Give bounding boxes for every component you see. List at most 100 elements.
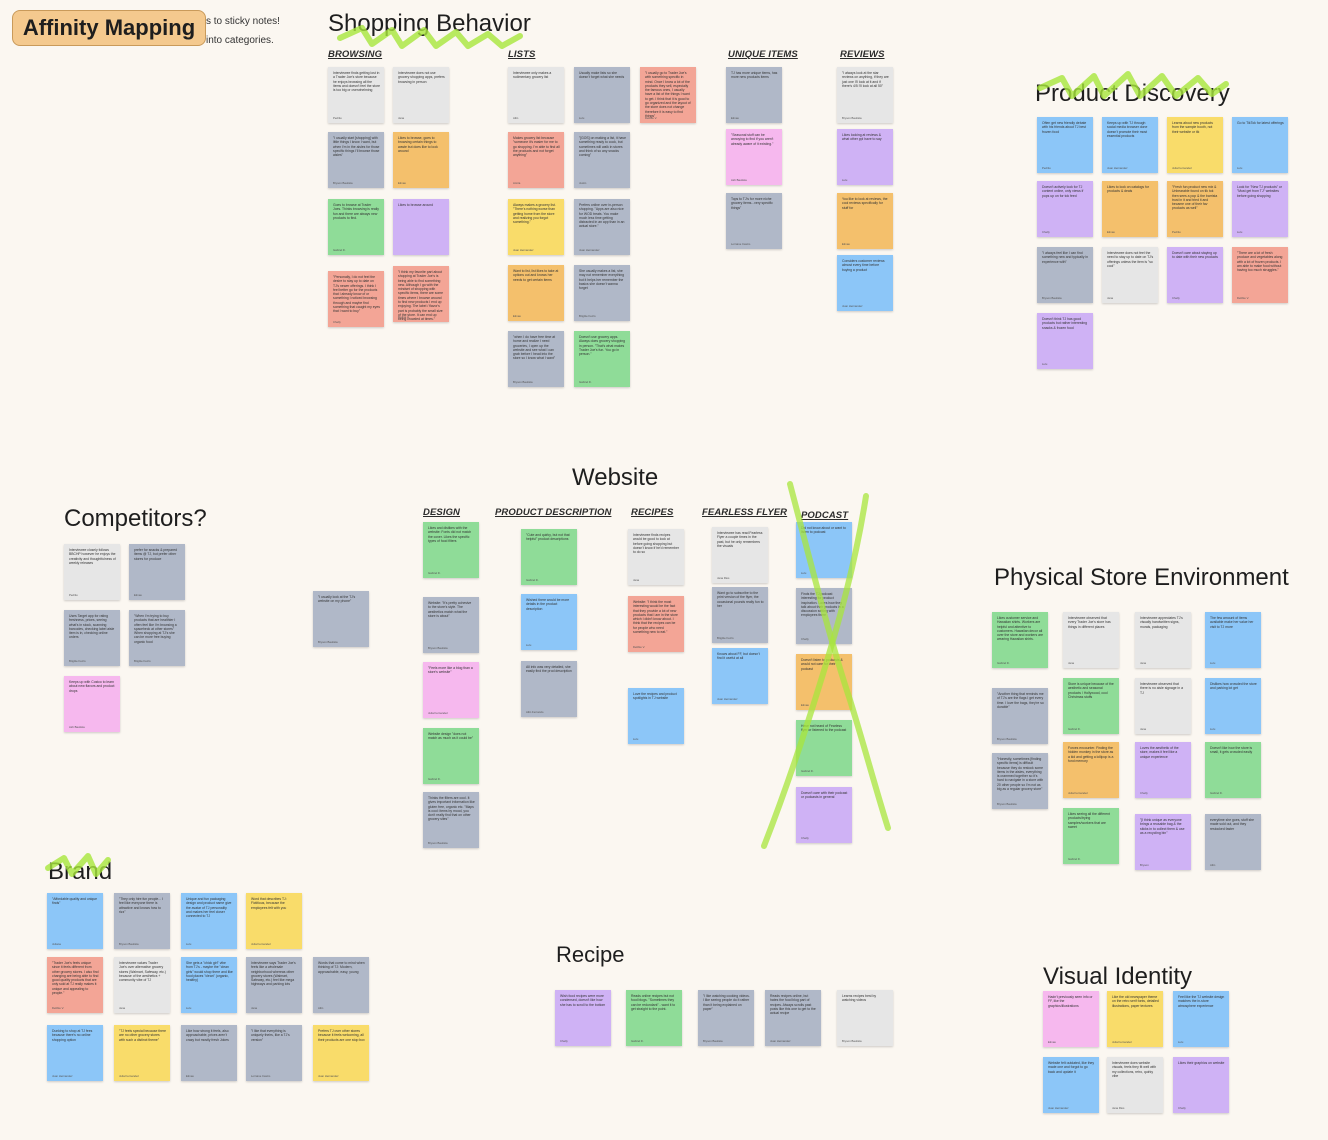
- section-title-brand[interactable]: Brand: [48, 858, 113, 885]
- sticky-note[interactable]: All info was very detailed, she easily f…: [521, 661, 577, 717]
- sticky-note[interactable]: Learns about new products from the sampl…: [1167, 117, 1223, 173]
- sticky-note[interactable]: "I usually start [shopping] with little …: [328, 132, 384, 188]
- sticky-note[interactable]: Website: "I think the most interesting w…: [628, 596, 684, 652]
- sticky-note[interactable]: TJ has more unique items, has more new p…: [726, 67, 782, 123]
- group-label-unique-items[interactable]: UNIQUE ITEMS: [728, 49, 798, 60]
- group-label-product-description[interactable]: PRODUCT DESCRIPTION: [495, 507, 612, 518]
- sticky-note[interactable]: She gets a "chick girl" vibe from TJ's -…: [181, 957, 237, 1013]
- sticky-note[interactable]: Website: "It's pretty cohesive to the st…: [423, 597, 479, 653]
- sticky-note[interactable]: Interviewee closely follows BBCHP howeve…: [64, 544, 120, 600]
- sticky-note[interactable]: Wished there would be more details in th…: [521, 594, 577, 650]
- sticky-note[interactable]: "They only hire fun people... I feel lik…: [114, 893, 170, 949]
- group-label-reviews[interactable]: REVIEWS: [840, 49, 885, 60]
- sticky-note[interactable]: "Fresh fun product new mix & Unbearable …: [1167, 181, 1223, 237]
- sticky-note[interactable]: Keeps up with Costco to learn about new …: [64, 676, 120, 732]
- sticky-note[interactable]: Words that come to mind when thinking of…: [313, 957, 369, 1013]
- sticky-note[interactable]: Have not heard of Fearless flyer or list…: [796, 720, 852, 776]
- sticky-note[interactable]: Uses Target app for rating freshness, pr…: [64, 610, 120, 666]
- sticky-note[interactable]: Want go to subscribe to the print versio…: [712, 587, 768, 643]
- sticky-note[interactable]: Always makes a grocery list. "There's no…: [508, 199, 564, 255]
- sticky-note[interactable]: Interviewee finds recipes would be good …: [628, 529, 684, 585]
- sticky-note[interactable]: Doesn't care with their podcast or podca…: [796, 787, 852, 843]
- sticky-note[interactable]: Makes grocery list because "someone it's…: [508, 132, 564, 188]
- sticky-note[interactable]: Finds the TJ podcast interesting for pro…: [796, 588, 852, 644]
- sticky-note[interactable]: Doesn't like how the store is small, it …: [1205, 742, 1261, 798]
- sticky-note[interactable]: Doesn't actively look for TJ content onl…: [1037, 181, 1093, 237]
- section-title-recipe[interactable]: Recipe: [556, 942, 625, 967]
- sticky-note[interactable]: Dunking to shop at TJ fees because there…: [47, 1025, 103, 1081]
- sticky-note[interactable]: Interviewee does not use grocery shoppin…: [393, 67, 449, 123]
- sticky-note[interactable]: "When I'm trying to buy products that ar…: [129, 610, 185, 666]
- group-label-lists[interactable]: LISTS: [508, 49, 536, 60]
- sticky-note[interactable]: Likes and distikes with the website: Fon…: [423, 522, 479, 578]
- sticky-note[interactable]: Interviewee observed that there is no ai…: [1135, 678, 1191, 734]
- sticky-note[interactable]: Loves the aesthetic of the store, makes …: [1135, 742, 1191, 798]
- sticky-note[interactable]: "Trader Joe's feels unique since it feel…: [47, 957, 103, 1013]
- sticky-note[interactable]: "There are a lot of fresh produce and ve…: [1232, 247, 1288, 303]
- sticky-note[interactable]: Reads online recipes but not food blogs.…: [626, 990, 682, 1046]
- sticky-note[interactable]: Dislikes how crowded the store and parki…: [1205, 678, 1261, 734]
- group-label-browsing[interactable]: BROWSING: [328, 49, 383, 60]
- sticky-note[interactable]: Store is unique because of the aesthetic…: [1063, 678, 1119, 734]
- sticky-note[interactable]: Goes to browse at Trader Joes. Thinks br…: [328, 199, 384, 255]
- sticky-note[interactable]: "TJ feels special because there are no o…: [114, 1025, 170, 1081]
- sticky-note[interactable]: Knows about FF, but doesn't find it usef…: [712, 648, 768, 704]
- sticky-note[interactable]: "I usually go to Trader Joe's with somet…: [640, 67, 696, 123]
- group-label-podcast[interactable]: PODCAST: [801, 510, 849, 521]
- sticky-note[interactable]: Like the old newspaper theme on the retr…: [1107, 991, 1163, 1047]
- sticky-note[interactable]: Like how strong it feels, also approacha…: [181, 1025, 237, 1081]
- sticky-note[interactable]: Interviewee does not feel the need to st…: [1102, 247, 1158, 303]
- sticky-note[interactable]: "Honestly, sometimes [finding specific i…: [992, 753, 1048, 809]
- sticky-note[interactable]: Doesn't think TJ has good products but r…: [1037, 313, 1093, 369]
- sticky-note[interactable]: Thinks the filters are cool. It gives im…: [423, 792, 479, 848]
- group-label-design[interactable]: DESIGN: [423, 507, 461, 518]
- sticky-note[interactable]: Doesn't listen to podcasts & would not c…: [796, 654, 852, 710]
- section-title-shopping-behavior[interactable]: Shopping Behavior: [328, 10, 531, 37]
- sticky-note[interactable]: Interviewee values Trader Joe's over alt…: [114, 957, 170, 1013]
- sticky-note[interactable]: Go to TikTok for latest offerings Lulu: [1232, 117, 1288, 173]
- section-title-website[interactable]: Website: [572, 464, 659, 491]
- sticky-note[interactable]: Interviewee only makes a rudimentary gro…: [508, 67, 564, 123]
- group-label-recipes[interactable]: RECIPES: [631, 507, 674, 518]
- sticky-note[interactable]: Wish food recipes were more condensed, d…: [555, 990, 611, 1046]
- sticky-note[interactable]: "[GOS] on making a list, it have somethi…: [574, 132, 630, 188]
- sticky-note[interactable]: Often get new friendly debate with his f…: [1037, 117, 1093, 173]
- sticky-note[interactable]: Unique and fun packaging design and prod…: [181, 893, 237, 949]
- sticky-note[interactable]: Tops to TJ's for more niche grocery item…: [726, 193, 782, 249]
- sticky-note[interactable]: Interviewee says Trader Joe's feels like…: [246, 957, 302, 1013]
- sticky-note[interactable]: Forces encounter. Finding the hidden mon…: [1063, 742, 1119, 798]
- group-label-fearless-flyer[interactable]: FEARLESS FLYER: [702, 507, 788, 518]
- sticky-note[interactable]: Interviewee does website visuals, feels …: [1107, 1057, 1163, 1113]
- sticky-note[interactable]: "I always look at the star reviews on an…: [837, 67, 893, 123]
- sticky-note[interactable]: Website felt outdated, like they made on…: [1043, 1057, 1099, 1113]
- sticky-note[interactable]: prefer for snacks & prepared items @ TJ,…: [129, 544, 185, 600]
- sticky-note[interactable]: Usually make lists so she doesn't forget…: [574, 67, 630, 123]
- sticky-note[interactable]: Doesn't use grocery apps. Always does gr…: [574, 331, 630, 387]
- sticky-note[interactable]: "Feels more like a blog than a store's w…: [423, 662, 479, 718]
- sticky-note[interactable]: Keeps up with TJ through social media br…: [1102, 117, 1158, 173]
- sticky-note[interactable]: Likes to browse around: [393, 199, 449, 255]
- section-title-visual-identity[interactable]: Visual Identity: [1043, 963, 1192, 990]
- sticky-note[interactable]: Interviewee has read Fearless Flyer a co…: [712, 527, 768, 583]
- sticky-note[interactable]: Want to list, list likes to take at opti…: [508, 265, 564, 321]
- sticky-note[interactable]: Learns recipes best by watching videos Br…: [837, 990, 893, 1046]
- sticky-note[interactable]: Feel like the TJ website design matches …: [1173, 991, 1229, 1047]
- sticky-note[interactable]: "I like watching cooking videos. I like …: [698, 990, 754, 1046]
- sticky-note[interactable]: "I think my favorite part about shopping…: [393, 266, 449, 322]
- sticky-note[interactable]: "[I think unique as everyone brings a re…: [1135, 814, 1191, 870]
- board-title-badge[interactable]: Affinity Mapping: [12, 10, 206, 46]
- sticky-note[interactable]: "I like that everything is uniquely thei…: [246, 1025, 302, 1081]
- sticky-note[interactable]: Prefers TJ over other stores because it …: [313, 1025, 369, 1081]
- section-title-competitors[interactable]: Competitors?: [64, 505, 207, 532]
- sticky-note[interactable]: "Another thing that reminds me of TJ's a…: [992, 688, 1048, 744]
- sticky-note[interactable]: Considers customer reviews almost every …: [837, 255, 893, 311]
- sticky-note[interactable]: Look for "New TJ products" or "Must get …: [1232, 181, 1288, 237]
- sticky-note[interactable]: "Seasonal stuff can be annoying to find …: [726, 129, 782, 185]
- sticky-note[interactable]: "Affordable quality and unique finds" Jul…: [47, 893, 103, 949]
- sticky-note[interactable]: Word that describes TJ: Fictitious, beca…: [246, 893, 302, 949]
- sticky-note[interactable]: Hadn't previously seen info or FF, like …: [1043, 991, 1099, 1047]
- sticky-note[interactable]: She usually makes a list, she may not re…: [574, 265, 630, 321]
- sticky-note[interactable]: Doesn't care about staying up to date wi…: [1167, 247, 1223, 303]
- sticky-note[interactable]: Did not know about or want to listen to …: [796, 522, 852, 578]
